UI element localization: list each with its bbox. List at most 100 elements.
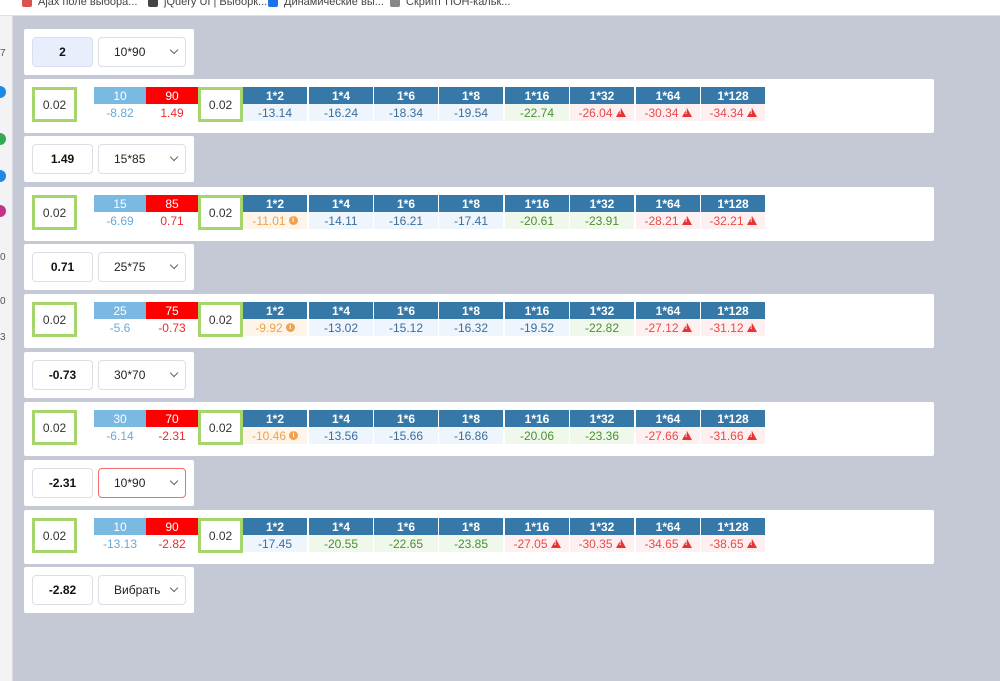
telegram-icon[interactable] — [0, 170, 6, 182]
multiplier-head: 1*6 — [374, 518, 438, 535]
side-badge: 7 — [0, 48, 6, 59]
multiplier-value-row: -9.92 i — [243, 319, 307, 336]
right-value-box[interactable]: 0.02 — [198, 302, 243, 337]
multiplier-cell: 1*4 -13.56 — [309, 410, 373, 444]
split-a-value: -6.14 — [106, 428, 134, 443]
multiplier-value: -17.41 — [453, 213, 489, 228]
whatsapp-icon[interactable] — [0, 133, 6, 145]
warning-icon — [615, 108, 626, 117]
left-value-box[interactable]: 0.02 — [32, 87, 77, 122]
multiplier-head: 1*16 — [505, 87, 569, 104]
bookmark-item[interactable]: Динамические вы... — [268, 0, 384, 10]
right-value-box[interactable]: 0.02 — [198, 518, 243, 553]
multiplier-cell: 1*64 -30.34 — [636, 87, 700, 121]
split-a: 10 -8.82 — [94, 87, 146, 121]
info-icon: i — [288, 216, 298, 225]
split-a: 15 -6.69 — [94, 195, 146, 229]
multiplier-value: -19.52 — [519, 320, 555, 335]
side-badge: 3 — [0, 332, 6, 343]
multiplier-value-row: -31.12 — [701, 319, 765, 336]
left-value-box[interactable]: 0.02 — [32, 518, 77, 553]
split-a-head: 30 — [94, 410, 146, 427]
multiplier-value: -22.65 — [388, 536, 424, 551]
multiplier-head: 1*6 — [374, 302, 438, 319]
multiplier-value-row: -23.91 — [570, 212, 634, 229]
start-value-field[interactable]: -2.82 — [32, 575, 93, 605]
multiplier-cell: 1*128 -34.34 — [701, 87, 765, 121]
start-value-field[interactable]: 1.49 — [32, 144, 93, 174]
split-b-value: 1.49 — [160, 105, 184, 120]
warning-icon — [746, 323, 757, 332]
multiplier-value: -23.36 — [584, 428, 620, 443]
warning-icon — [681, 216, 692, 225]
multiplier-value-row: -27.05 — [505, 535, 569, 552]
multiplier-head: 1*2 — [243, 87, 307, 104]
ratio-select[interactable]: 30*70 — [98, 360, 186, 390]
multiplier-head: 1*16 — [505, 302, 569, 319]
multiplier-head: 1*8 — [439, 195, 503, 212]
ratio-select[interactable]: 10*90 — [98, 468, 186, 498]
warning-icon — [746, 216, 757, 225]
multiplier-value-row: -30.35 — [570, 535, 634, 552]
multiplier-value: -16.32 — [453, 320, 489, 335]
start-value-field[interactable]: 2 — [32, 37, 93, 67]
multiplier-value: -13.02 — [323, 320, 359, 335]
instagram-icon[interactable] — [0, 205, 6, 217]
left-value-box[interactable]: 0.02 — [32, 195, 77, 230]
multiplier-cell: 1*32 -23.91 — [570, 195, 634, 229]
ratio-select-value: 10*90 — [114, 45, 146, 59]
multiplier-value: -27.66 — [644, 428, 679, 443]
start-value-field[interactable]: -2.31 — [32, 468, 93, 498]
bookmark-item[interactable]: Ajax поле выбора... — [22, 0, 137, 10]
start-value-field[interactable]: 0.71 — [32, 252, 93, 282]
chevron-down-icon — [169, 260, 179, 270]
ratio-select[interactable]: Вибрать — [98, 575, 186, 605]
multiplier-value-row: -32.21 — [701, 212, 765, 229]
bookmark-label: Скрипт ПОН-кальк... — [406, 0, 511, 8]
result-card: 0.02 10 -13.13 90 -2.82 0.02 1*2 -17.45 1*4 -20.5… — [24, 510, 934, 564]
right-value-box[interactable]: 0.02 — [198, 410, 243, 445]
multiplier-cell: 1*16 -19.52 — [505, 302, 569, 336]
multiplier-value: -17.45 — [257, 536, 293, 551]
multiplier-cell: 1*2 -10.46 i — [243, 410, 307, 444]
warning-icon — [746, 431, 757, 440]
multiplier-value: -15.12 — [388, 320, 424, 335]
multiplier-cell: 1*64 -34.65 — [636, 518, 700, 552]
bookmark-label: Ajax поле выбора... — [38, 0, 138, 8]
ratio-select[interactable]: 10*90 — [98, 37, 186, 67]
split-a-value: -6.69 — [106, 213, 134, 228]
right-value-box[interactable]: 0.02 — [198, 87, 243, 122]
ratio-select-value: 30*70 — [114, 368, 146, 382]
left-value-box[interactable]: 0.02 — [32, 410, 77, 445]
calculator-content: 2 10*90 0.02 10 -8.82 90 1.49 0.02 1*2 -13.14 1*4-… — [13, 16, 943, 622]
messenger-icon[interactable] — [0, 86, 6, 98]
multiplier-head: 1*32 — [570, 518, 634, 535]
multiplier-value: -34.65 — [644, 536, 679, 551]
bookmark-item[interactable]: jQuery UI | Выборк... — [148, 0, 267, 10]
multiplier-value: -9.92 — [255, 320, 283, 335]
multiplier-head: 1*16 — [505, 410, 569, 427]
side-badge: 0 — [0, 296, 6, 307]
split-b-value: 0.71 — [160, 213, 184, 228]
multiplier-value-row: -16.21 — [374, 212, 438, 229]
multiplier-value-row: -14.11 — [309, 212, 373, 229]
multiplier-head: 1*4 — [309, 410, 373, 427]
split-b: 75 -0.73 — [146, 302, 198, 336]
multiplier-value-row: -13.02 — [309, 319, 373, 336]
multiplier-value-row: -17.45 — [243, 535, 307, 552]
multiplier-cell: 1*4 -16.24 — [309, 87, 373, 121]
multiplier-head: 1*64 — [636, 87, 700, 104]
bookmark-favicon-icon — [390, 0, 400, 8]
side-badge: 0 — [0, 252, 6, 263]
multiplier-cell: 1*64 -28.21 — [636, 195, 700, 229]
start-value-field[interactable]: -0.73 — [32, 360, 93, 390]
bookmark-item[interactable]: Скрипт ПОН-кальк... — [390, 0, 510, 10]
multiplier-value: -34.34 — [709, 105, 744, 120]
left-value-box[interactable]: 0.02 — [32, 302, 77, 337]
ratio-select[interactable]: 25*75 — [98, 252, 186, 282]
ratio-select[interactable]: 15*85 — [98, 144, 186, 174]
right-value-box[interactable]: 0.02 — [198, 195, 243, 230]
multiplier-cell: 1*128 -38.65 — [701, 518, 765, 552]
multiplier-head: 1*32 — [570, 410, 634, 427]
split-a: 10 -13.13 — [94, 518, 146, 552]
